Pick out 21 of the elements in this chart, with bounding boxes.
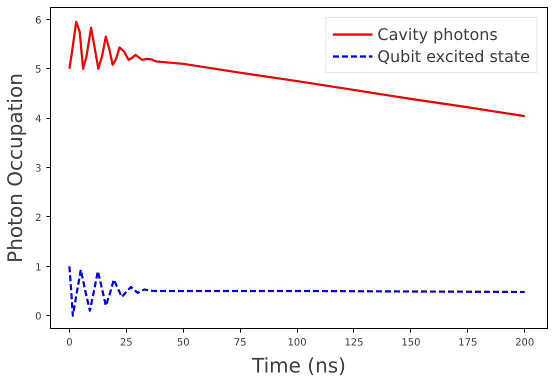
x-axis-title: Time (ns) [251,354,346,378]
y-tick-label: 3 [35,164,42,175]
legend-label: Cavity photons [377,24,498,44]
y-tick-label: 0 [35,312,42,323]
x-tick-label: 25 [120,338,133,348]
x-tick-label: 125 [344,338,364,348]
y-tick-label: 1 [35,262,42,274]
x-tick-label: 200 [515,338,534,348]
x-tick-label: 100 [288,338,307,348]
x-tick-label: 175 [458,338,478,348]
y-tick-label: 4 [35,114,42,126]
y-axis-title: Photon Occupation [3,73,28,263]
y-tick-label: 2 [35,212,42,224]
legend-label: Qubit excited state [377,46,530,66]
y-tick-label: 5 [35,64,42,76]
x-tick-label: 75 [234,338,247,348]
y-tick-label: 6 [35,15,42,26]
x-tick-label: 150 [401,338,420,348]
x-tick-label: 50 [176,338,190,348]
line-series [68,265,526,317]
x-tick-label: 0 [66,338,73,348]
